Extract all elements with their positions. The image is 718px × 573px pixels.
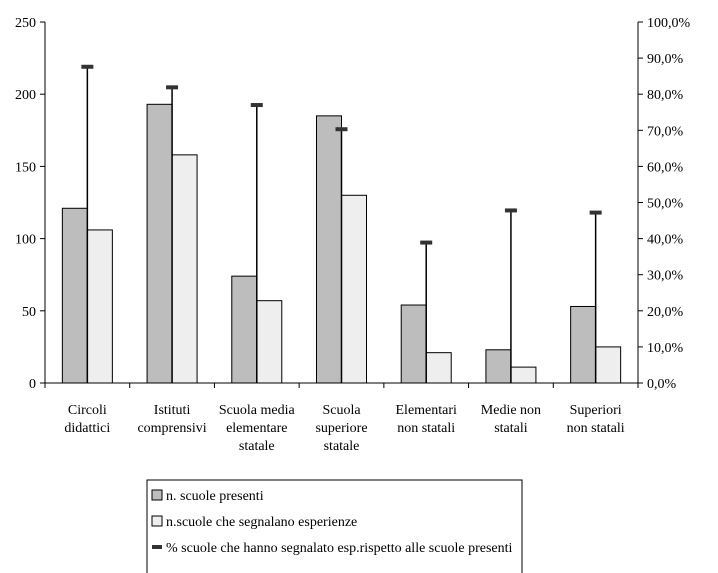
x-tick-label: non statali xyxy=(397,421,455,436)
y2-tick-label: 90,0% xyxy=(647,52,684,67)
y2-tick-label: 50,0% xyxy=(647,197,684,212)
bar-scuole-presenti xyxy=(485,349,512,384)
x-tick-label: elementare xyxy=(226,421,287,436)
legend-label: n.scuole che segnalano esperienze xyxy=(166,515,357,530)
x-tick-label: statali xyxy=(494,421,528,436)
bar-scuole-segnalano xyxy=(256,300,283,384)
bar-scuole-segnalano xyxy=(595,346,622,384)
x-tick-label: comprensivi xyxy=(137,421,206,436)
y2-tick-label: 20,0% xyxy=(647,305,684,320)
x-tick-label: Superiori xyxy=(570,403,622,418)
plot-area: 0 50 100 150 200 250 0,0% 10,0% 20,0% 30,0% 40,0% 5… xyxy=(15,16,691,454)
bar-scuole-segnalano xyxy=(171,154,198,384)
x-tick-label: Elementari xyxy=(396,403,458,418)
x-tick-label: Scuola media xyxy=(219,403,296,418)
y-tick-label: 200 xyxy=(15,88,36,103)
y-tick-label: 100 xyxy=(15,233,36,248)
bar-scuole-segnalano xyxy=(425,352,452,384)
y-tick-label: 50 xyxy=(22,305,36,320)
x-tick-label: Medie non xyxy=(481,403,541,418)
x-tick-label: superiore xyxy=(315,421,367,436)
y2-tick-label: 10,0% xyxy=(647,341,684,356)
y2-tick-label: 80,0% xyxy=(647,88,684,103)
y2-tick-label: 40,0% xyxy=(647,233,684,248)
bar-scuole-segnalano xyxy=(341,194,367,384)
y2-tick-label: 60,0% xyxy=(647,160,684,175)
legend-swatch-presenti xyxy=(151,489,163,501)
x-tick-label: Scuola xyxy=(322,403,361,418)
y-tick-label: 150 xyxy=(15,160,36,175)
legend-swatch-segnalano xyxy=(151,515,163,527)
bar-scuole-segnalano xyxy=(86,229,113,384)
y2-tick-label: 100,0% xyxy=(647,16,691,31)
bar-scuole-presenti xyxy=(146,103,173,384)
bar-scuole-presenti xyxy=(400,304,427,384)
x-tick-label: Istituti xyxy=(154,403,191,418)
x-tick-label: didattici xyxy=(64,421,110,436)
x-tick-label: non statali xyxy=(567,421,625,436)
y2-tick-label: 70,0% xyxy=(647,124,684,139)
legend: n. scuole presenti n.scuole che segnalano… xyxy=(146,479,523,573)
bar-scuole-presenti xyxy=(61,207,88,384)
legend-label: n. scuole presenti xyxy=(166,489,264,504)
x-tick-label: Circoli xyxy=(68,403,107,418)
bar-scuole-presenti xyxy=(570,305,597,384)
x-tick-label: statale xyxy=(239,439,275,454)
bar-scuole-presenti xyxy=(316,115,342,384)
legend-label: % scuole che hanno segnalato esp.rispett… xyxy=(166,541,512,556)
bar-scuole-presenti xyxy=(231,275,258,384)
y-tick-label: 0 xyxy=(29,377,36,392)
y2-tick-label: 0,0% xyxy=(647,377,677,392)
x-tick-label: statale xyxy=(324,439,360,454)
legend-box xyxy=(146,479,523,573)
y2-tick-label: 30,0% xyxy=(647,269,684,284)
y-tick-label: 250 xyxy=(15,16,36,31)
bar-scuole-segnalano xyxy=(510,366,537,384)
